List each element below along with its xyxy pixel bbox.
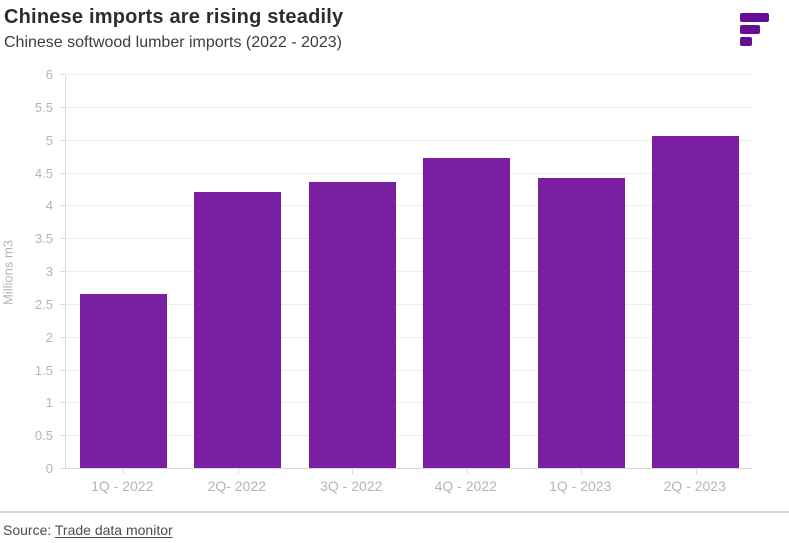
x-axis-tick-label: 1Q - 2023: [549, 478, 612, 494]
bar-4Q-2022[interactable]: [423, 158, 511, 468]
y-axis-tick-label: 3.5: [34, 231, 53, 247]
y-axis-tick: [60, 336, 65, 338]
chart-subtitle: Chinese softwood lumber imports (2022 - …: [4, 34, 342, 51]
y-axis-tick-label: 2.5: [34, 296, 53, 312]
y-axis-tick-label: 0.5: [34, 428, 53, 444]
y-axis-tick: [60, 402, 65, 404]
bar-2Q-2022[interactable]: [194, 192, 282, 468]
y-axis-tick: [60, 435, 65, 437]
y-axis-tick: [60, 139, 65, 141]
y-axis-tick-label: 5.5: [34, 99, 53, 115]
x-axis-tick-label: 2Q - 2023: [663, 478, 726, 494]
y-axis-tick: [60, 106, 65, 108]
y-axis-tick-label: 3: [45, 264, 53, 279]
logo-bar-top: [740, 13, 769, 22]
gridline: [66, 336, 752, 338]
gridline: [66, 172, 752, 174]
x-axis-tick: [123, 469, 125, 474]
x-axis-tick: [352, 469, 354, 474]
plot-area: [60, 74, 752, 474]
y-axis-tick-label: 0: [45, 461, 53, 476]
gridline: [66, 238, 752, 240]
source-link[interactable]: Trade data monitor: [54, 522, 173, 538]
y-axis-tick: [60, 205, 65, 207]
source-label: Source:: [3, 522, 52, 538]
x-axis-tick: [581, 469, 583, 474]
x-axis-tick: [237, 469, 239, 474]
bar-3Q-2022[interactable]: [308, 182, 396, 468]
gridline: [66, 369, 752, 371]
gridline: [66, 139, 752, 141]
y-axis-tick: [60, 468, 65, 469]
gridline: [66, 303, 752, 305]
bar-2Q-2023[interactable]: [652, 136, 740, 468]
y-axis-tick-label: 5: [45, 132, 53, 148]
source-line: Source: Trade data monitor: [3, 522, 173, 538]
y-axis-tick: [60, 303, 65, 305]
brand-logo-icon: [740, 13, 770, 47]
logo-bar-bottom: [740, 37, 752, 46]
chart-title: Chinese imports are rising steadily: [4, 6, 344, 28]
x-axis-tick: [695, 469, 697, 474]
x-axis-tick-label: 2Q- 2022: [207, 478, 266, 494]
gridline: [66, 271, 752, 272]
x-axis-tick: [466, 469, 468, 474]
y-axis-tick-label: 1.5: [34, 362, 53, 378]
x-axis-tick-label: 1Q - 2022: [91, 478, 154, 494]
y-axis-tick-label: 2: [45, 329, 53, 345]
logo-bar-middle: [740, 25, 760, 34]
y-axis-tick: [60, 369, 65, 371]
gridline: [66, 74, 752, 75]
x-axis-tick-label: 4Q - 2022: [434, 478, 497, 494]
x-axis-tick-label: 3Q - 2022: [320, 478, 383, 494]
y-axis-tick-label: 6: [45, 67, 53, 82]
y-axis-tick-label: 4: [45, 198, 53, 214]
gridline: [66, 435, 752, 437]
y-axis-tick-label: 1: [45, 395, 53, 411]
bar-1Q-2023[interactable]: [537, 177, 625, 468]
y-axis-tick: [60, 271, 65, 272]
gridline: [66, 106, 752, 108]
y-axis-tick: [60, 74, 65, 75]
footer-divider: [0, 511, 789, 513]
y-axis-tick-label: 4.5: [34, 165, 53, 181]
bar-1Q-2022[interactable]: [79, 293, 167, 468]
gridline: [66, 402, 752, 404]
gridline: [66, 205, 752, 207]
y-axis-tick: [60, 238, 65, 240]
y-axis-tick: [60, 172, 65, 174]
